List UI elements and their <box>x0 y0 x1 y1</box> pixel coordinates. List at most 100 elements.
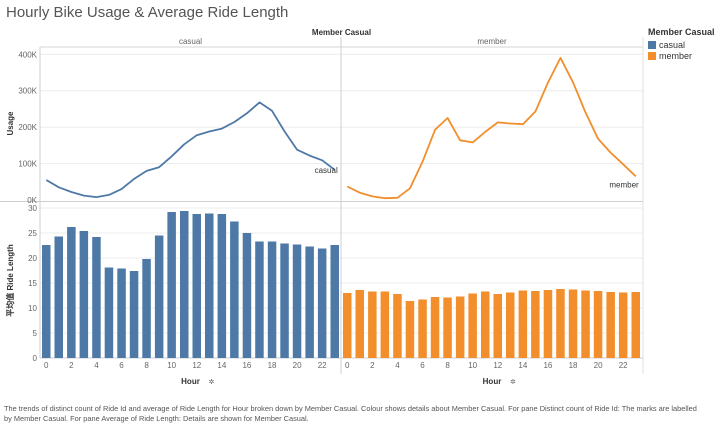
legend-label-member: member <box>659 50 693 61</box>
usage-line-label-casual: casual <box>315 166 338 175</box>
x-tick-label: 6 <box>119 361 124 370</box>
x-tick-label: 14 <box>217 361 226 370</box>
ride-length-bar-member <box>618 292 628 358</box>
x-tick-label: 6 <box>420 361 425 370</box>
ride-length-bar-member <box>481 291 490 358</box>
ride-length-bar-casual <box>292 244 302 358</box>
ride-length-bar-member <box>493 294 502 358</box>
usage-tick-label: 0K <box>27 196 37 205</box>
x-tick-label: 0 <box>345 361 350 370</box>
ride-length-bar-casual <box>54 236 63 358</box>
ride-length-bar-member <box>393 294 402 358</box>
ride-length-bar-member <box>518 290 528 358</box>
ride-length-bar-casual <box>267 241 277 358</box>
ride-length-bar-casual <box>330 245 339 358</box>
ride-length-bar-member <box>368 291 377 358</box>
ride-length-bar-casual <box>129 271 139 358</box>
usage-line-casual <box>45 101 336 199</box>
x-tick-label: 16 <box>543 361 552 370</box>
ride-length-bar-member <box>468 293 477 358</box>
ride-length-tick-label: 30 <box>28 204 37 213</box>
ride-length-bar-casual <box>104 267 114 358</box>
column-header: Member Casual <box>312 28 371 37</box>
ride-length-bar-member <box>543 290 553 358</box>
ride-length-bar-member <box>430 297 440 358</box>
x-tick-label: 22 <box>318 361 327 370</box>
ride-length-bar-member <box>455 296 465 358</box>
legend-item-member[interactable]: member <box>648 50 715 61</box>
legend-item-casual[interactable]: casual <box>648 39 715 50</box>
usage-line-label-member: member <box>609 180 639 189</box>
x-tick-label: 18 <box>569 361 578 370</box>
panel-header-member: member <box>477 37 507 46</box>
ride-length-bar-member <box>568 289 578 358</box>
ride-length-bar-casual <box>217 214 227 358</box>
x-tick-label: 8 <box>445 361 450 370</box>
ride-length-bar-member <box>556 289 565 358</box>
ride-length-bar-casual <box>255 241 264 358</box>
x-tick-label: 10 <box>468 361 477 370</box>
x-tick-label: 0 <box>44 361 49 370</box>
ride-length-bar-member <box>531 291 540 358</box>
ride-length-tick-label: 5 <box>33 329 38 338</box>
ride-length-tick-label: 25 <box>28 229 37 238</box>
x-tick-label: 22 <box>619 361 628 370</box>
x-tick-label: 16 <box>242 361 251 370</box>
ride-length-bar-casual <box>167 212 176 358</box>
ride-length-bar-casual <box>92 237 101 358</box>
usage-line-member <box>346 57 637 200</box>
x-tick-label: 12 <box>493 361 502 370</box>
ride-length-axis-title: 平均值 Ride Length <box>5 244 15 317</box>
x-tick-label: 20 <box>293 361 302 370</box>
usage-axis-title: Usage <box>6 111 15 136</box>
ride-length-bar-member <box>631 292 640 358</box>
ride-length-tick-label: 0 <box>33 354 38 363</box>
legend-label-casual: casual <box>659 39 686 50</box>
ride-length-bar-member <box>380 291 390 358</box>
pin-icon: ✲ <box>209 378 215 386</box>
legend-swatch-casual <box>648 40 656 49</box>
ride-length-bar-member <box>355 290 364 358</box>
ride-length-bar-casual <box>142 259 151 358</box>
ride-length-bar-member <box>443 297 452 358</box>
x-tick-label: 2 <box>370 361 375 370</box>
ride-length-bar-member <box>506 292 515 358</box>
legend-title: Member Casual <box>648 27 715 37</box>
ride-length-bar-casual <box>280 243 289 358</box>
x-tick-label: 8 <box>144 361 149 370</box>
chart-title: Hourly Bike Usage & Average Ride Length <box>6 4 289 21</box>
ride-length-bar-casual <box>192 214 201 358</box>
ride-length-bar-casual <box>42 245 51 358</box>
x-axis-title-member: Hour <box>483 377 502 386</box>
x-tick-label: 10 <box>167 361 176 370</box>
usage-tick-label: 200K <box>18 123 37 132</box>
x-tick-label: 20 <box>594 361 603 370</box>
ride-length-tick-label: 10 <box>28 304 37 313</box>
ride-length-bar-casual <box>205 213 214 358</box>
ride-length-bar-casual <box>117 268 126 358</box>
ride-length-bar-member <box>606 292 615 358</box>
ride-length-bar-casual <box>67 227 76 358</box>
usage-tick-label: 400K <box>18 50 37 59</box>
x-tick-label: 4 <box>94 361 99 370</box>
ride-length-bar-casual <box>305 246 314 358</box>
ride-length-bar-member <box>593 291 603 358</box>
x-tick-label: 4 <box>395 361 400 370</box>
usage-tick-label: 300K <box>18 87 37 96</box>
ride-length-bar-casual <box>230 221 239 358</box>
usage-tick-label: 100K <box>18 160 37 169</box>
x-tick-label: 14 <box>518 361 527 370</box>
pin-icon: ✲ <box>510 378 516 386</box>
ride-length-bar-member <box>343 293 352 358</box>
ride-length-bar-casual <box>180 211 189 358</box>
legend[interactable]: Member Casual casual member <box>648 27 715 61</box>
x-tick-label: 2 <box>69 361 74 370</box>
panel-header-casual: casual <box>179 37 202 46</box>
chart-caption: The trends of distinct count of Ride Id … <box>4 404 697 423</box>
ride-length-bar-casual <box>154 235 164 358</box>
x-tick-label: 18 <box>268 361 277 370</box>
x-axis-title-casual: Hour <box>181 377 200 386</box>
ride-length-bar-casual <box>317 248 327 358</box>
legend-swatch-member <box>648 51 656 60</box>
